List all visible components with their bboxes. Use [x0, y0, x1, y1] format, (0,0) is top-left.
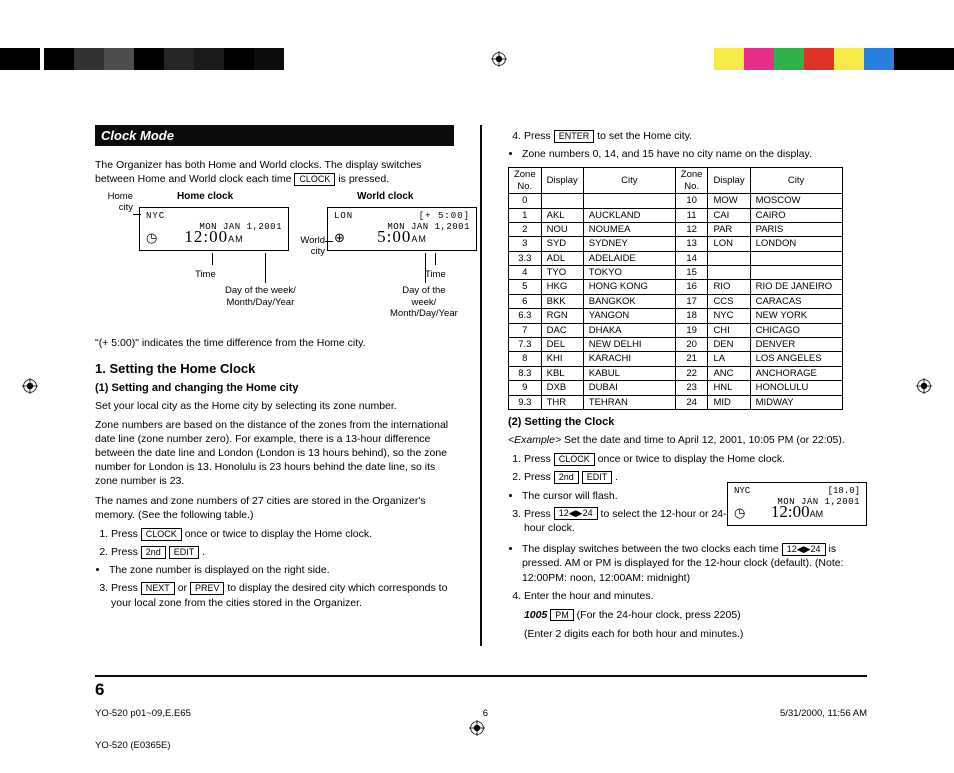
list-item: The cursor will flash. — [522, 489, 732, 503]
zones-table: Zone No.DisplayCityZone No.DisplayCity 0… — [508, 167, 843, 410]
page-content: Clock Mode The Organizer has both Home a… — [95, 125, 867, 646]
world-city-side-label: World city — [291, 235, 325, 257]
table-row: 6.3RGNYANGON18NYCNEW YORK — [508, 309, 842, 323]
list-item: Zone numbers 0, 14, and 15 have no city … — [522, 147, 867, 161]
enter-key: ENTER — [554, 130, 595, 143]
registration-mark-icon — [491, 51, 507, 73]
dow-label: Day of the week/ Month/Day/Year — [225, 285, 296, 308]
section1-p3: The names and zone numbers of 27 cities … — [95, 494, 454, 522]
table-row: 8KHIKARACHI21LALOS ANGELES — [508, 352, 842, 366]
column-divider — [480, 125, 482, 646]
list-item: The zone number is displayed on the righ… — [109, 563, 454, 577]
clock-key: CLOCK — [141, 528, 182, 541]
dow-label: Day of the week/ Month/Day/Year — [390, 285, 458, 319]
example-clock-display: NYC [18.0] MON JAN 1,2001 ◷ 12:00AM — [727, 482, 867, 526]
2nd-key: 2nd — [141, 546, 166, 559]
home-clock-label: Home clock — [177, 191, 233, 202]
section1-sub1: (1) Setting and changing the Home city — [95, 382, 454, 394]
table-row: 3SYDSYDNEY13LONLONDON — [508, 237, 842, 251]
edit-key: EDIT — [169, 546, 200, 559]
clock-key: CLOCK — [294, 173, 335, 186]
footer-page: 6 — [483, 708, 488, 719]
1224-key: 12◀▶24 — [554, 507, 598, 520]
prev-key: PREV — [190, 582, 225, 595]
list-item: Press NEXT or PREV to display the desire… — [111, 581, 454, 609]
edit-key: EDIT — [582, 471, 613, 484]
example-line: <Example> Set the date and time to April… — [508, 433, 867, 447]
left-column: Clock Mode The Organizer has both Home a… — [95, 125, 454, 646]
registration-mark-icon — [469, 720, 485, 736]
page-number: 6 — [95, 680, 104, 700]
table-row: 9.3THRTEHRAN24MIDMIDWAY — [508, 395, 842, 409]
section1-sub2: (2) Setting the Clock — [508, 416, 867, 428]
list-item: Press CLOCK once or twice to display the… — [524, 452, 867, 466]
list-item: The display switches between the two clo… — [522, 542, 867, 585]
list-item: Press ENTER to set the Home city. — [524, 129, 867, 143]
home-clock-display: NYC MON JAN 1,2001 ◷ 12:00AM — [139, 207, 289, 251]
home-city-side-label: Home city — [95, 191, 133, 213]
world-clock-display: LON [+ 5:00] MON JAN 1,2001 ⊕ 5:00AM — [327, 207, 477, 251]
table-row: 3.3ADLADELAIDE14 — [508, 251, 842, 265]
intro-text: The Organizer has both Home and World cl… — [95, 158, 454, 186]
world-clock-label: World clock — [357, 191, 414, 202]
footer-line: YO-520 p01~09,E.E65 6 5/31/2000, 11:56 A… — [95, 708, 867, 719]
pm-key: PM — [550, 609, 574, 622]
section1-steps: Press CLOCK once or twice to display the… — [111, 527, 454, 559]
table-row: 5HKGHONG KONG16RIORIO DE JANEIRO — [508, 280, 842, 294]
clock-key: CLOCK — [554, 453, 595, 466]
registration-mark-icon — [22, 378, 38, 394]
right-column: Press ENTER to set the Home city. Zone n… — [508, 125, 867, 646]
footer-file: YO-520 p01~09,E.E65 — [95, 708, 191, 719]
next-key: NEXT — [141, 582, 175, 595]
section-heading-clockmode: Clock Mode — [95, 125, 454, 146]
list-item: Press 2nd EDIT . — [111, 545, 454, 559]
print-colorbars — [0, 48, 954, 70]
table-row: 8.3KBLKABUL22ANCANCHORAGE — [508, 366, 842, 380]
registration-mark-icon — [916, 378, 932, 394]
list-item: Press 12◀▶24 to select the 12-hour or 24… — [524, 507, 744, 535]
section1-p1: Set your local city as the Home city by … — [95, 399, 454, 413]
section1-heading: 1. Setting the Home Clock — [95, 361, 454, 376]
entry-note: (Enter 2 digits each for both hour and m… — [524, 627, 867, 641]
table-row: 6BKKBANGKOK17CCSCARACAS — [508, 294, 842, 308]
time-label: Time — [425, 269, 446, 280]
entry-example: 1005 PM (For the 24-hour clock, press 22… — [524, 608, 867, 622]
time-label: Time — [195, 269, 216, 280]
page-rule — [95, 675, 867, 677]
tz-note: "(+ 5:00)" indicates the time difference… — [95, 336, 454, 350]
table-row: 010MOWMOSCOW — [508, 194, 842, 208]
1224-key: 12◀▶24 — [782, 543, 826, 556]
table-row: 1AKLAUCKLAND11CAICAIRO — [508, 208, 842, 222]
2nd-key: 2nd — [554, 471, 579, 484]
section1-p2: Zone numbers are based on the distance o… — [95, 418, 454, 489]
footer-timestamp: 5/31/2000, 11:56 AM — [780, 708, 867, 719]
table-row: 7.3DELNEW DELHI20DENDENVER — [508, 338, 842, 352]
table-row: 2NOUNOUMEA12PARPARIS — [508, 222, 842, 236]
table-row: 7DACDHAKA19CHICHICAGO — [508, 323, 842, 337]
footer-model: YO-520 (E0365E) — [95, 740, 171, 751]
list-item: Press CLOCK once or twice to display the… — [111, 527, 454, 541]
table-row: 4TYOTOKYO15 — [508, 266, 842, 280]
table-row: 9DXBDUBAI23HNLHONOLULU — [508, 381, 842, 395]
list-item: Enter the hour and minutes. — [524, 589, 867, 603]
